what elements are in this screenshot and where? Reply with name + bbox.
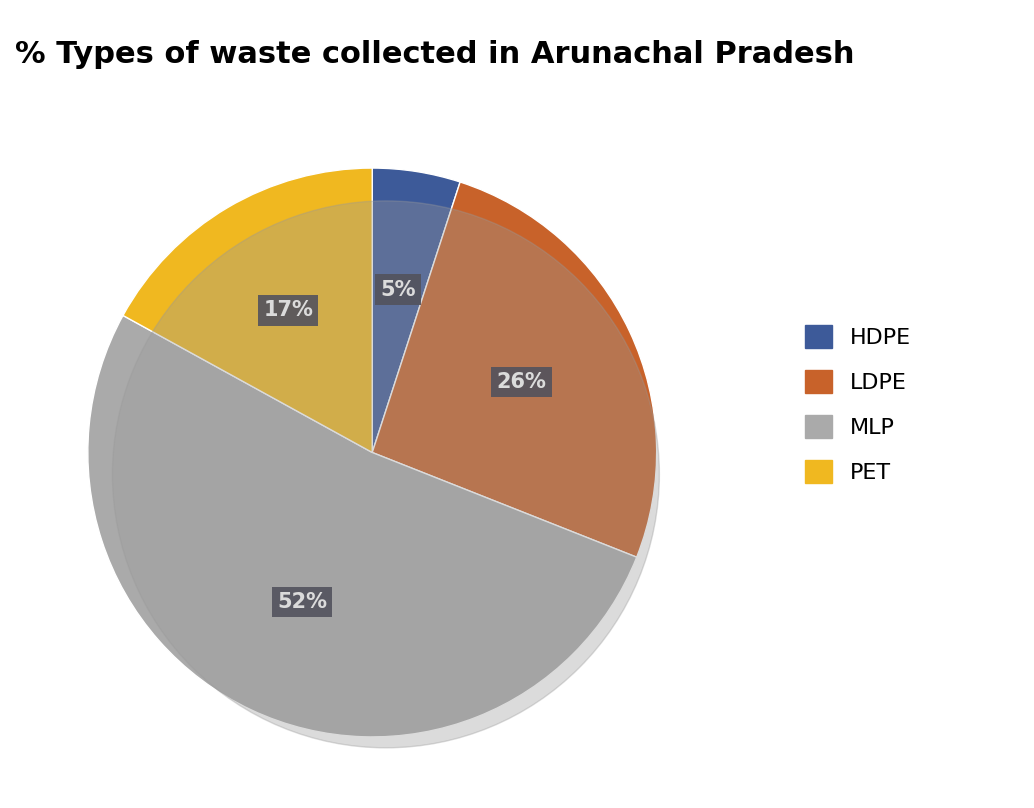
Text: % Types of waste collected in Arunachal Pradesh: % Types of waste collected in Arunachal … — [14, 40, 854, 69]
Wedge shape — [88, 315, 637, 737]
Wedge shape — [372, 168, 460, 452]
Wedge shape — [372, 182, 657, 558]
Ellipse shape — [113, 201, 660, 748]
Wedge shape — [123, 168, 372, 452]
Text: 17%: 17% — [264, 301, 313, 321]
Text: 5%: 5% — [381, 280, 416, 300]
Text: 26%: 26% — [496, 372, 546, 392]
Text: 52%: 52% — [277, 591, 327, 612]
Legend: HDPE, LDPE, MLP, PET: HDPE, LDPE, MLP, PET — [794, 314, 922, 494]
